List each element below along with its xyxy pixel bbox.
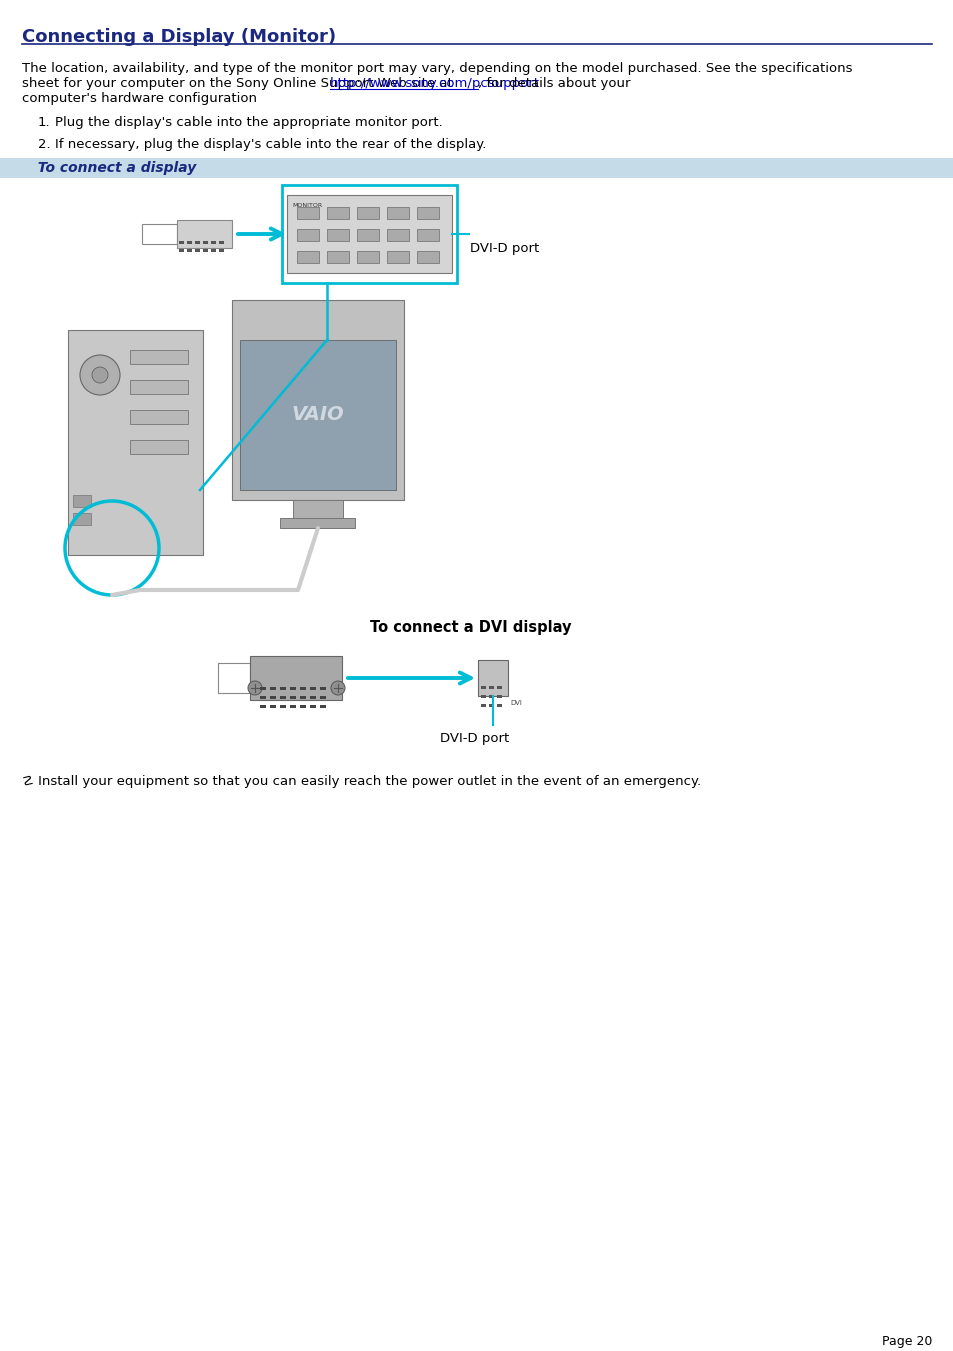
Bar — [416, 251, 438, 263]
Bar — [73, 513, 91, 526]
Text: To connect a DVI display: To connect a DVI display — [370, 620, 571, 635]
Bar — [497, 686, 501, 689]
Text: DVI: DVI — [510, 700, 521, 707]
Bar — [211, 249, 215, 253]
Text: To connect a display: To connect a display — [28, 161, 196, 176]
Bar — [130, 350, 188, 363]
Bar — [290, 705, 295, 708]
Text: Page 20: Page 20 — [881, 1335, 931, 1348]
Bar — [497, 704, 501, 707]
Bar — [73, 494, 91, 507]
Bar — [280, 517, 355, 528]
Circle shape — [91, 367, 108, 382]
Bar — [232, 300, 403, 500]
Circle shape — [248, 681, 262, 694]
Bar — [270, 705, 275, 708]
Bar — [68, 330, 203, 555]
Circle shape — [331, 681, 345, 694]
Text: VAIO: VAIO — [292, 405, 344, 424]
Bar — [219, 240, 224, 245]
Bar — [416, 207, 438, 219]
Bar — [387, 251, 409, 263]
Bar — [296, 251, 318, 263]
Bar — [130, 440, 188, 454]
Bar — [179, 240, 184, 245]
Bar — [260, 696, 266, 698]
Bar — [290, 688, 295, 690]
Bar — [356, 230, 378, 240]
Bar — [319, 705, 326, 708]
Bar — [387, 207, 409, 219]
Bar — [356, 207, 378, 219]
Text: DVI-D port: DVI-D port — [439, 732, 509, 744]
Bar — [240, 340, 395, 490]
Bar — [477, 661, 507, 696]
Bar — [270, 696, 275, 698]
Bar — [296, 230, 318, 240]
Bar — [250, 657, 341, 700]
Bar — [130, 409, 188, 424]
Bar — [299, 705, 306, 708]
Bar — [299, 696, 306, 698]
Bar — [280, 705, 286, 708]
Bar — [310, 705, 315, 708]
Bar — [387, 230, 409, 240]
Bar — [287, 195, 452, 273]
Text: 2.: 2. — [38, 138, 51, 151]
Bar — [280, 696, 286, 698]
Bar — [480, 686, 485, 689]
Bar — [293, 500, 343, 517]
Bar — [282, 185, 456, 282]
Bar — [327, 207, 349, 219]
Bar — [211, 240, 215, 245]
Text: , for details about your: , for details about your — [477, 77, 630, 91]
Text: 1.: 1. — [38, 116, 51, 128]
Bar — [203, 240, 208, 245]
Text: The location, availability, and type of the monitor port may vary, depending on : The location, availability, and type of … — [22, 62, 852, 76]
Bar — [416, 230, 438, 240]
Bar — [280, 688, 286, 690]
Bar — [187, 240, 192, 245]
Bar — [218, 663, 250, 693]
Bar — [187, 249, 192, 253]
Bar — [130, 380, 188, 394]
Bar — [310, 696, 315, 698]
Text: Connecting a Display (Monitor): Connecting a Display (Monitor) — [22, 28, 335, 46]
Text: MONITOR: MONITOR — [292, 203, 322, 208]
Bar — [327, 251, 349, 263]
Bar — [327, 230, 349, 240]
Bar — [480, 704, 485, 707]
Bar — [319, 688, 326, 690]
Bar — [299, 688, 306, 690]
Bar — [296, 207, 318, 219]
Text: computer's hardware configuration: computer's hardware configuration — [22, 92, 256, 105]
Text: Plug the display's cable into the appropriate monitor port.: Plug the display's cable into the approp… — [55, 116, 442, 128]
Bar — [203, 249, 208, 253]
Bar — [489, 704, 494, 707]
Bar — [310, 688, 315, 690]
Circle shape — [80, 355, 120, 394]
Text: http://www.sony.com/pcsupport: http://www.sony.com/pcsupport — [330, 77, 539, 91]
Bar — [270, 688, 275, 690]
Bar — [319, 696, 326, 698]
Bar — [497, 694, 501, 698]
Bar — [260, 705, 266, 708]
Bar — [489, 686, 494, 689]
Bar — [219, 249, 224, 253]
Text: ☡ Install your equipment so that you can easily reach the power outlet in the ev: ☡ Install your equipment so that you can… — [22, 775, 700, 788]
Text: If necessary, plug the display's cable into the rear of the display.: If necessary, plug the display's cable i… — [55, 138, 486, 151]
Bar — [179, 249, 184, 253]
Bar — [290, 696, 295, 698]
Bar — [489, 694, 494, 698]
Text: sheet for your computer on the Sony Online Support Web site at: sheet for your computer on the Sony Onli… — [22, 77, 456, 91]
Bar — [194, 240, 200, 245]
Bar — [177, 220, 232, 249]
Bar — [260, 688, 266, 690]
Text: DVI-D port: DVI-D port — [470, 242, 538, 255]
Bar — [194, 249, 200, 253]
Bar — [480, 694, 485, 698]
Bar — [356, 251, 378, 263]
Bar — [142, 224, 177, 245]
Bar — [0, 158, 953, 178]
